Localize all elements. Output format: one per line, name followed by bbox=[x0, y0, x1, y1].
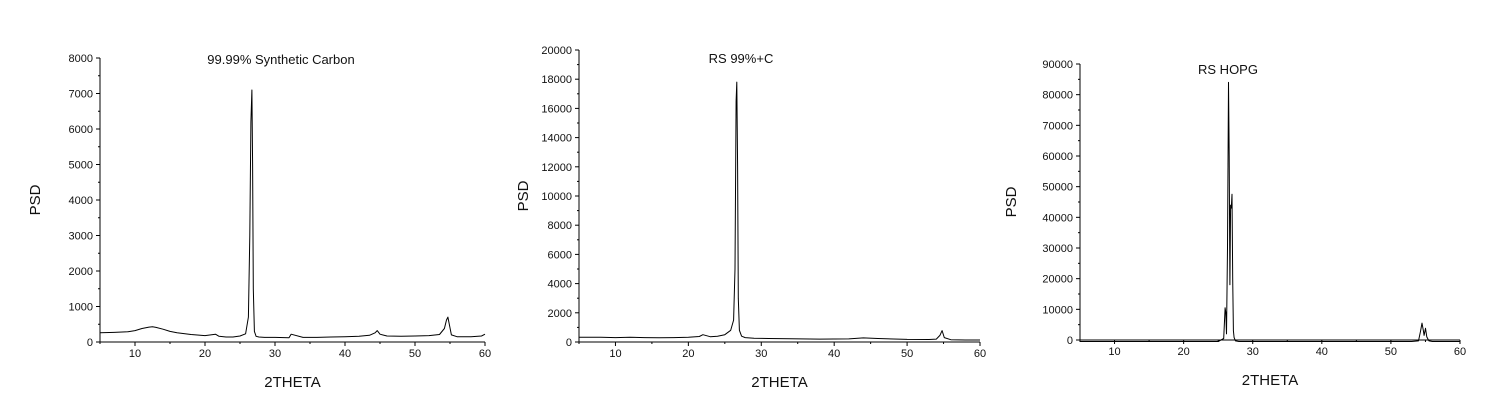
chart-1-y-tick-label: 2000 bbox=[69, 266, 93, 278]
chart-1-y-tick-label: 4000 bbox=[69, 195, 93, 207]
chart-2-x-axis-label: 2THETA bbox=[751, 374, 807, 391]
chart-3-y-tick-label: 80000 bbox=[1042, 90, 1073, 102]
chart-1-x-tick-label: 50 bbox=[409, 348, 421, 360]
chart-3-y-tick-label: 70000 bbox=[1042, 120, 1073, 132]
chart-3-y-tick-label: 0 bbox=[1067, 335, 1073, 347]
chart-3-x-tick-label: 20 bbox=[1178, 346, 1190, 358]
chart-1-y-tick-label: 7000 bbox=[69, 89, 93, 101]
chart-1-y-axis-label: PSD bbox=[27, 184, 44, 215]
chart-2-x-tick-label: 20 bbox=[682, 348, 694, 360]
chart-3-y-tick-label: 50000 bbox=[1042, 182, 1073, 194]
chart-2-y-tick-label: 0 bbox=[566, 337, 572, 349]
chart-3-x-tick-label: 30 bbox=[1247, 346, 1259, 358]
chart-3-y-tick-label: 40000 bbox=[1042, 212, 1073, 224]
chart-2-y-tick-label: 10000 bbox=[541, 191, 572, 203]
chart-1-x-tick-label: 30 bbox=[269, 348, 281, 360]
chart-2-y-tick-label: 16000 bbox=[541, 103, 572, 115]
chart-3-y-tick-label: 60000 bbox=[1042, 151, 1073, 163]
chart-2-y-tick-label: 4000 bbox=[548, 279, 572, 291]
chart-2-y-tick-label: 20000 bbox=[541, 45, 572, 57]
chart-1-series-line bbox=[99, 89, 486, 339]
chart-2-y-tick-label: 2000 bbox=[548, 308, 572, 320]
chart-2-x-tick-label: 10 bbox=[609, 348, 621, 360]
chart-1-title: 99.99% Synthetic Carbon bbox=[207, 52, 354, 67]
chart-2-y-tick-label: 12000 bbox=[541, 162, 572, 174]
chart-3: 0 10000 20000 30000 40000 50000 60000 70000 8000… bbox=[1003, 59, 1466, 389]
chart-3-x-axis-label: 2THETA bbox=[1242, 372, 1298, 389]
chart-1-y-tick-label: 0 bbox=[87, 337, 93, 349]
chart-1-x-tick-label: 10 bbox=[129, 348, 141, 360]
chart-1-y-tick-label: 1000 bbox=[69, 302, 93, 314]
chart-2-y-axis-label: PSD bbox=[515, 180, 532, 211]
chart-1-y-tick-label: 5000 bbox=[69, 160, 93, 172]
chart-2-y-tick-label: 6000 bbox=[548, 249, 572, 261]
chart-2-series-line bbox=[578, 81, 980, 341]
chart-2-x-tick-label: 40 bbox=[828, 348, 840, 360]
chart-1: 0 1000 2000 3000 4000 5000 6000 7000 8000 10 20 30 4… bbox=[27, 52, 491, 391]
chart-1-x-tick-label: 60 bbox=[479, 348, 491, 360]
chart-1-x-tick-label: 20 bbox=[199, 348, 211, 360]
chart-3-x-tick-label: 60 bbox=[1454, 346, 1466, 358]
chart-1-x-tick-label: 40 bbox=[339, 348, 351, 360]
chart-3-x-tick-label: 10 bbox=[1108, 346, 1120, 358]
chart-2: 0 2000 4000 6000 8000 10000 12000 14000 16000 180… bbox=[515, 45, 986, 391]
chart-2-x-tick-label: 30 bbox=[755, 348, 767, 360]
chart-2-y-tick-label: 14000 bbox=[541, 133, 572, 145]
chart-1-x-axis-label: 2THETA bbox=[264, 374, 320, 391]
chart-2-x-tick-label: 50 bbox=[901, 348, 913, 360]
chart-3-x-tick-label: 40 bbox=[1316, 346, 1328, 358]
chart-3-title: RS HOPG bbox=[1198, 62, 1258, 77]
chart-3-y-tick-label: 30000 bbox=[1042, 243, 1073, 255]
chart-3-y-axis-label: PSD bbox=[1003, 186, 1020, 217]
chart-1-y-tick-label: 3000 bbox=[69, 231, 93, 243]
chart-3-x-tick-label: 50 bbox=[1385, 346, 1397, 358]
chart-2-title: RS 99%+C bbox=[709, 51, 774, 66]
chart-2-y-tick-label: 18000 bbox=[541, 74, 572, 86]
chart-2-y-tick-label: 8000 bbox=[548, 220, 572, 232]
chart-3-series-line bbox=[1080, 81, 1460, 342]
chart-3-y-tick-label: 90000 bbox=[1042, 59, 1073, 71]
chart-1-y-tick-label: 6000 bbox=[69, 124, 93, 136]
chart-1-y-tick-label: 8000 bbox=[69, 53, 93, 65]
chart-3-y-tick-label: 10000 bbox=[1042, 304, 1073, 316]
chart-3-y-tick-label: 20000 bbox=[1042, 274, 1073, 286]
chart-2-x-tick-label: 60 bbox=[974, 348, 986, 360]
